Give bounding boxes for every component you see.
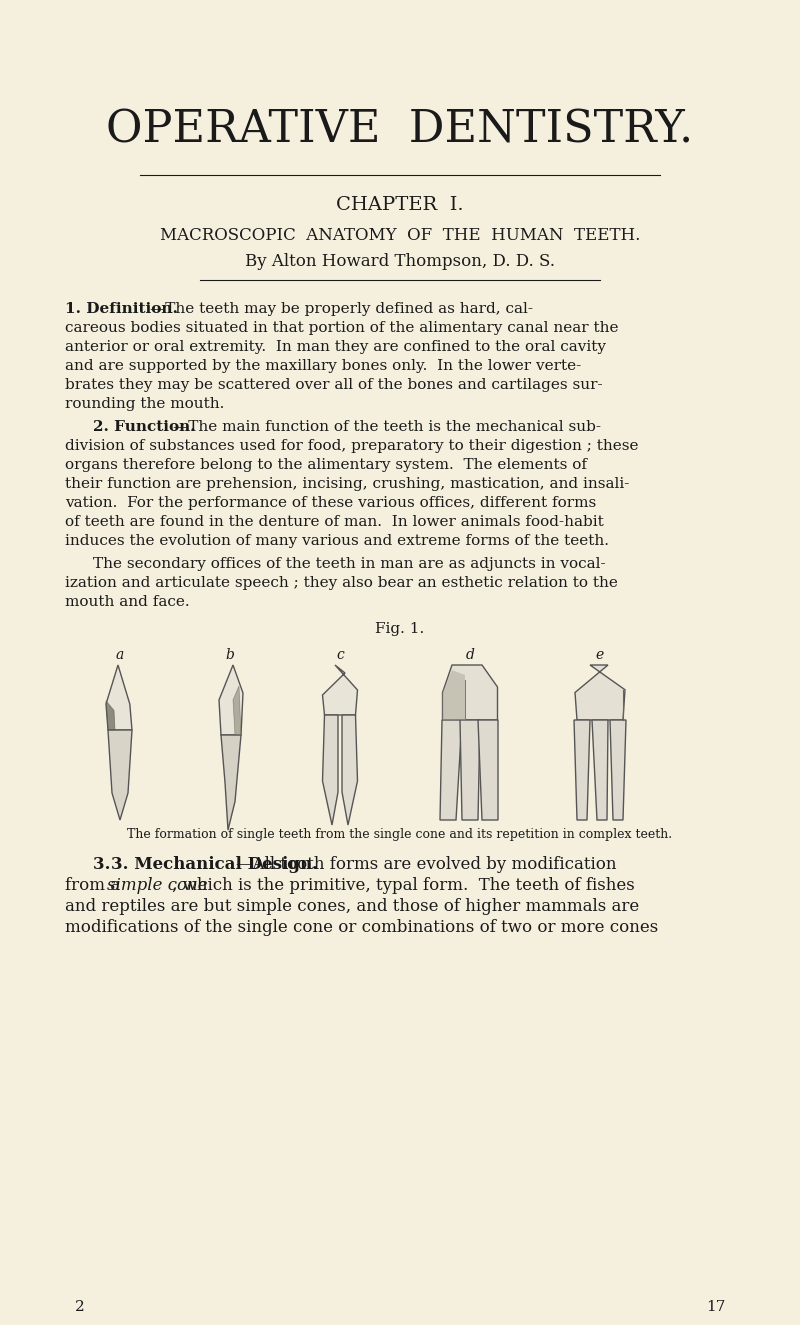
Polygon shape bbox=[342, 716, 358, 825]
Text: —The teeth may be properly defined as hard, cal-: —The teeth may be properly defined as ha… bbox=[150, 302, 533, 315]
Polygon shape bbox=[575, 665, 625, 719]
Polygon shape bbox=[478, 719, 498, 820]
Text: e: e bbox=[596, 648, 604, 662]
Text: a: a bbox=[116, 648, 124, 662]
Text: MACROSCOPIC  ANATOMY  OF  THE  HUMAN  TEETH.: MACROSCOPIC ANATOMY OF THE HUMAN TEETH. bbox=[160, 227, 640, 244]
Text: induces the evolution of many various and extreme forms of the teeth.: induces the evolution of many various an… bbox=[65, 534, 609, 549]
Polygon shape bbox=[442, 670, 465, 719]
Text: The formation of single teeth from the single cone and its repetition in complex: The formation of single teeth from the s… bbox=[127, 828, 673, 841]
Polygon shape bbox=[219, 665, 243, 735]
Polygon shape bbox=[440, 719, 462, 820]
Polygon shape bbox=[106, 665, 132, 730]
Text: organs therefore belong to the alimentary system.  The elements of: organs therefore belong to the alimentar… bbox=[65, 458, 587, 472]
Polygon shape bbox=[322, 716, 338, 825]
Polygon shape bbox=[221, 735, 241, 829]
Text: Fig. 1.: Fig. 1. bbox=[375, 621, 425, 636]
Text: ization and articulate speech ; they also bear an esthetic relation to the: ization and articulate speech ; they als… bbox=[65, 576, 618, 590]
Text: from a: from a bbox=[65, 877, 126, 894]
Polygon shape bbox=[108, 730, 132, 820]
Text: c: c bbox=[336, 648, 344, 662]
Polygon shape bbox=[442, 665, 498, 719]
Text: and are supported by the maxillary bones only.  In the lower verte-: and are supported by the maxillary bones… bbox=[65, 359, 582, 374]
Text: of teeth are found in the denture of man.  In lower animals food-habit: of teeth are found in the denture of man… bbox=[65, 515, 604, 529]
Text: 2. Function.: 2. Function. bbox=[93, 420, 196, 435]
Text: their function are prehension, incising, crushing, mastication, and insali-: their function are prehension, incising,… bbox=[65, 477, 630, 492]
Polygon shape bbox=[233, 686, 241, 735]
Text: OPERATIVE  DENTISTRY.: OPERATIVE DENTISTRY. bbox=[106, 109, 694, 151]
Text: rounding the mouth.: rounding the mouth. bbox=[65, 398, 224, 411]
Polygon shape bbox=[574, 719, 590, 820]
Polygon shape bbox=[460, 719, 480, 820]
Polygon shape bbox=[610, 719, 626, 820]
Text: The secondary offices of the teeth in man are as adjuncts in vocal-: The secondary offices of the teeth in ma… bbox=[93, 556, 606, 571]
Text: and reptiles are but simple cones, and those of higher mammals are: and reptiles are but simple cones, and t… bbox=[65, 898, 639, 916]
Text: mouth and face.: mouth and face. bbox=[65, 595, 190, 610]
Text: division of substances used for food, preparatory to their digestion ; these: division of substances used for food, pr… bbox=[65, 439, 638, 453]
Text: 1. Definition.: 1. Definition. bbox=[65, 302, 178, 315]
Text: 3.: 3. bbox=[93, 856, 116, 873]
Text: simple cone: simple cone bbox=[107, 877, 208, 894]
Text: d: d bbox=[466, 648, 474, 662]
Text: , which is the primitive, typal form.  The teeth of fishes: , which is the primitive, typal form. Th… bbox=[172, 877, 634, 894]
Text: brates they may be scattered over all of the bones and cartilages sur-: brates they may be scattered over all of… bbox=[65, 378, 602, 392]
Text: 3. Mechanical Design.: 3. Mechanical Design. bbox=[111, 856, 318, 873]
Text: —All tooth forms are evolved by modification: —All tooth forms are evolved by modifica… bbox=[236, 856, 617, 873]
Text: 17: 17 bbox=[706, 1300, 725, 1314]
Text: —The main function of the teeth is the mechanical sub-: —The main function of the teeth is the m… bbox=[173, 420, 601, 435]
Polygon shape bbox=[322, 665, 358, 716]
Text: careous bodies situated in that portion of the alimentary canal near the: careous bodies situated in that portion … bbox=[65, 321, 618, 335]
Polygon shape bbox=[106, 701, 115, 730]
Polygon shape bbox=[592, 719, 608, 820]
Text: By Alton Howard Thompson, D. D. S.: By Alton Howard Thompson, D. D. S. bbox=[245, 253, 555, 270]
Text: CHAPTER  I.: CHAPTER I. bbox=[336, 196, 464, 215]
Text: modifications of the single cone or combinations of two or more cones: modifications of the single cone or comb… bbox=[65, 920, 658, 935]
Text: anterior or oral extremity.  In man they are confined to the oral cavity: anterior or oral extremity. In man they … bbox=[65, 341, 606, 354]
Text: vation.  For the performance of these various offices, different forms: vation. For the performance of these var… bbox=[65, 496, 596, 510]
Text: b: b bbox=[226, 648, 234, 662]
Text: 2: 2 bbox=[75, 1300, 85, 1314]
